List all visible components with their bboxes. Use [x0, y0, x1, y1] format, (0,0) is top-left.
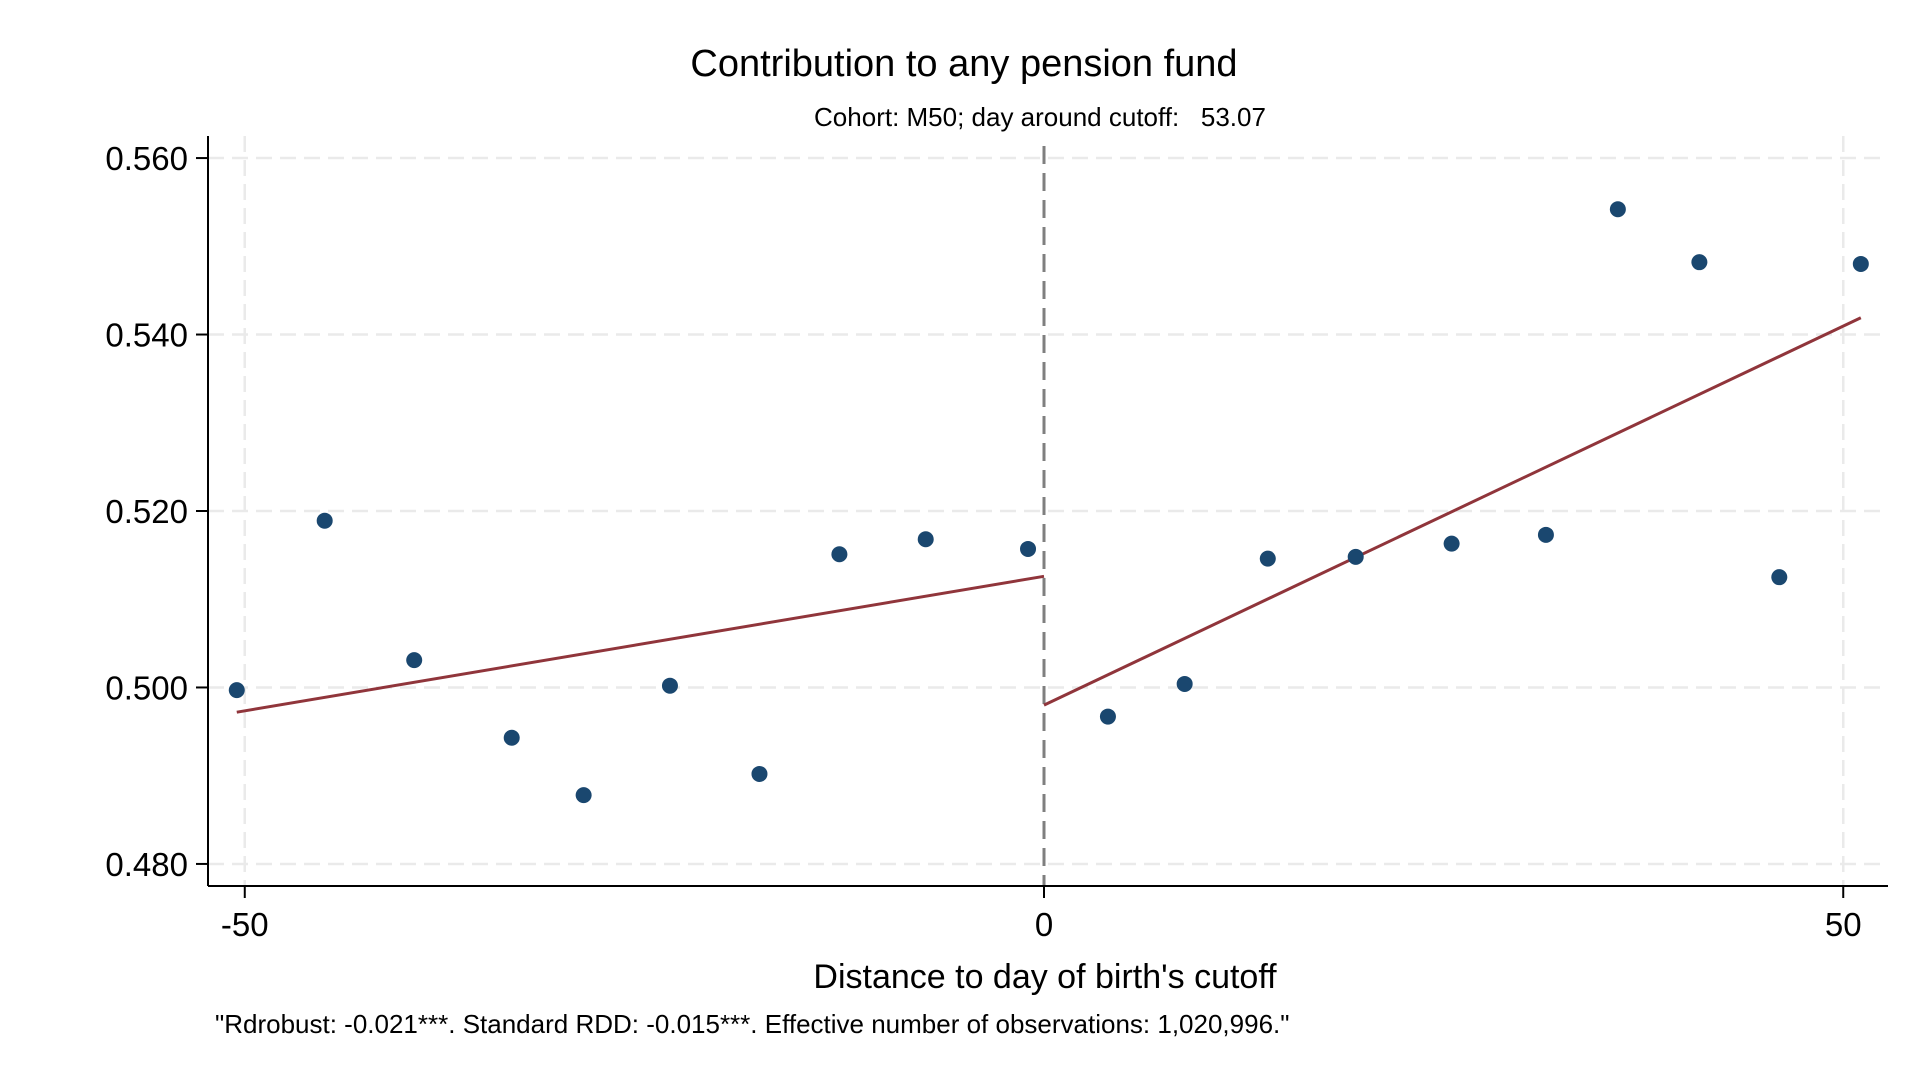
x-axis-label: Distance to day of birth's cutoff [813, 958, 1277, 996]
y-tick-label-4: 0.560 [105, 140, 188, 177]
x-tick-label-2: 50 [1825, 906, 1862, 943]
fit-lines [236, 316, 1862, 714]
data-point-14 [1443, 535, 1460, 552]
x-tick-label-0: -50 [221, 906, 269, 943]
data-point-5 [661, 677, 678, 694]
chart-title: Contribution to any pension fund [690, 43, 1237, 85]
data-point-2 [406, 652, 423, 669]
y-tick-label-1: 0.500 [105, 669, 188, 706]
fit-line-left [236, 574, 1045, 714]
data-point-17 [1691, 254, 1708, 271]
y-tick-label-2: 0.520 [105, 493, 188, 530]
data-point-7 [831, 546, 848, 563]
chart-subtitle: Cohort: M50; day around cutoff: 53.07 [814, 102, 1266, 132]
data-points [228, 201, 1869, 804]
x-ticks: -50 0 50 [221, 886, 1862, 943]
y-tick-label-0: 0.480 [105, 846, 188, 883]
data-point-10 [1099, 708, 1116, 725]
data-point-6 [751, 765, 768, 782]
y-tick-label-3: 0.540 [105, 317, 188, 354]
data-point-13 [1347, 548, 1364, 565]
grid [208, 136, 1888, 886]
data-point-12 [1259, 550, 1276, 567]
data-point-16 [1609, 201, 1626, 218]
data-point-0 [228, 682, 245, 699]
data-point-18 [1771, 569, 1788, 586]
chart-note: "Rdrobust: -0.021***. Standard RDD: -0.0… [215, 1009, 1289, 1039]
data-point-8 [917, 531, 934, 548]
data-point-19 [1852, 255, 1869, 272]
data-point-4 [575, 787, 592, 804]
data-point-11 [1176, 675, 1193, 692]
data-point-1 [316, 512, 333, 529]
fit-line-right [1043, 316, 1862, 707]
data-point-9 [1020, 540, 1037, 557]
data-point-15 [1537, 526, 1554, 543]
data-point-3 [503, 729, 520, 746]
y-ticks: 0.480 0.500 0.520 0.540 0.560 [105, 140, 208, 883]
x-tick-label-1: 0 [1035, 906, 1053, 943]
